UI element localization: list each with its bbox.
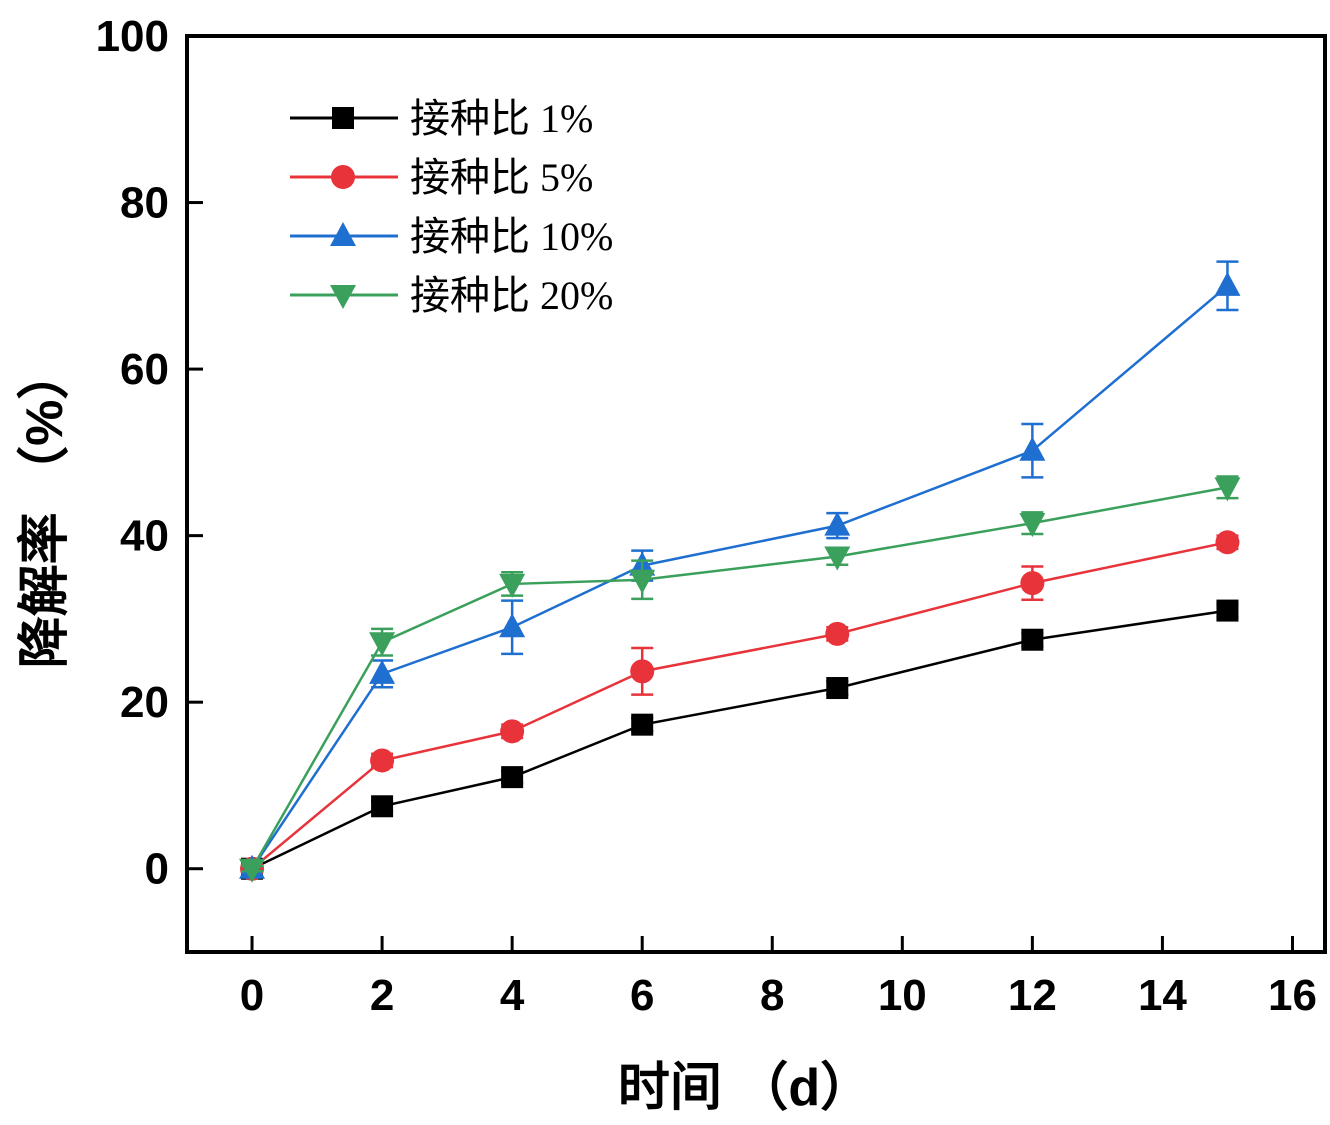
data-point [826, 677, 849, 700]
data-point [501, 766, 524, 789]
y-tick-label: 20 [120, 678, 169, 727]
legend-label: 接种比 5% [410, 155, 593, 200]
y-axis-title: 降解率 （%） [16, 348, 74, 669]
data-point [369, 659, 396, 684]
y-tick-label: 40 [120, 512, 169, 561]
data-point [824, 546, 851, 571]
data-point [1214, 477, 1241, 502]
data-point [1019, 436, 1046, 461]
x-tick-label: 14 [1138, 971, 1187, 1020]
axes: 0 2 4 6 8 10 12 14 16 0 20 40 60 80 100 [96, 12, 1317, 1020]
legend-marker [331, 165, 355, 189]
legend-label: 接种比 1% [410, 96, 593, 141]
series-line [250, 284, 1229, 870]
series-1 [241, 599, 1239, 880]
data-point [631, 713, 654, 736]
x-tick-label: 10 [878, 971, 927, 1020]
x-tick-label: 6 [630, 971, 654, 1020]
data-point [1020, 571, 1045, 596]
legend-item-4: 接种比 20% [290, 273, 613, 318]
data-point [1215, 530, 1240, 555]
y-tick-label: 60 [120, 345, 169, 394]
data-point [369, 632, 396, 657]
legend-item-3: 接种比 10% [290, 214, 613, 259]
x-tick-label: 8 [760, 971, 784, 1020]
y-tick-label: 80 [120, 179, 169, 228]
x-axis-title: 时间 （d） [618, 1059, 872, 1117]
data-point [1021, 628, 1044, 651]
series-line [251, 609, 1228, 870]
data-point [500, 719, 525, 744]
plot-frame [185, 34, 1327, 954]
x-tick-label: 16 [1268, 971, 1317, 1020]
data-point [1019, 513, 1046, 538]
data-point [630, 659, 655, 684]
legend-marker [330, 222, 356, 246]
data-point [370, 748, 395, 773]
data-point [824, 511, 851, 536]
data-point [1214, 271, 1241, 296]
legend-label: 接种比 20% [410, 273, 613, 318]
data-point [499, 573, 526, 598]
legend-label: 接种比 10% [410, 214, 613, 259]
y-tick-label: 0 [145, 845, 169, 894]
y-tick-label: 100 [96, 12, 169, 61]
series-2 [240, 530, 1240, 881]
x-tick-label: 4 [500, 971, 525, 1020]
x-tick-label: 2 [370, 971, 394, 1020]
data-point [825, 621, 850, 646]
legend-item-2: 接种比 5% [290, 155, 593, 200]
x-tick-label: 0 [240, 971, 264, 1020]
legend-marker [332, 107, 354, 129]
data-point [499, 613, 526, 638]
series-4 [239, 475, 1241, 883]
legend-item-1: 接种比 1% [290, 96, 593, 141]
data-point [371, 795, 394, 818]
data-point [629, 569, 656, 594]
data-point [1216, 599, 1239, 622]
x-tick-label: 12 [1008, 971, 1057, 1020]
legend-marker [330, 285, 356, 309]
data-point [239, 858, 266, 883]
series-group [239, 260, 1241, 883]
legend: 接种比 1% 接种比 5% 接种比 10% 接种比 20% [290, 96, 613, 318]
